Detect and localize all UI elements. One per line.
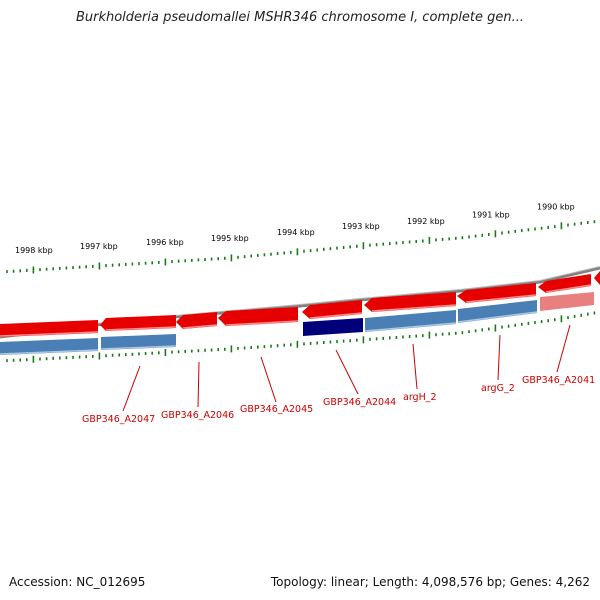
scale-label: 1990 kbp — [537, 203, 575, 212]
scale-ticks-inner — [6, 311, 596, 363]
gene-label-a2047[interactable]: GBP346_A2047 — [82, 414, 155, 425]
gene-reverse-pseudo[interactable] — [540, 292, 594, 311]
gene-labels: GBP346_A2047 GBP346_A2046 GBP346_A2045 G… — [82, 375, 595, 425]
gene-forward-a2046[interactable] — [100, 315, 176, 331]
gene-label-argg-2[interactable]: argG_2 — [481, 383, 515, 394]
reverse-genes-shading — [0, 311, 538, 355]
scale-labels: 1998 kbp 1997 kbp 1996 kbp 1995 kbp 1994 kbp… — [15, 203, 575, 255]
scale-label: 1997 kbp — [80, 242, 118, 251]
forward-strand-genes — [0, 271, 600, 337]
reverse-strand-genes — [0, 292, 594, 355]
gene-reverse-3[interactable] — [365, 310, 456, 332]
scale-label: 1994 kbp — [277, 228, 315, 237]
gene-forward-a2044[interactable] — [218, 307, 298, 326]
gene-forward-a2041[interactable] — [457, 283, 536, 303]
gene-label-a2046[interactable]: GBP346_A2046 — [161, 410, 234, 421]
gene-reverse-highlight[interactable] — [303, 318, 363, 336]
scale-label: 1992 kbp — [407, 217, 445, 226]
scale-label: 1998 kbp — [15, 246, 53, 255]
gene-reverse-4[interactable] — [458, 300, 537, 323]
forward-genes-shading — [0, 284, 592, 337]
scale-label: 1991 kbp — [472, 210, 510, 219]
accession-text: Accession: NC_012695 — [9, 575, 146, 589]
scale-ticks-outer — [6, 220, 596, 274]
gene-forward-a2040[interactable] — [538, 274, 591, 293]
genome-title: Burkholderia pseudomallei MSHR346 chromo… — [75, 10, 525, 25]
scale-label: 1996 kbp — [146, 238, 184, 247]
gene-label-a2041[interactable]: GBP346_A2041 — [522, 375, 595, 386]
scale-label: 1995 kbp — [211, 234, 249, 243]
gene-label-a2044[interactable]: GBP346_A2044 — [323, 397, 396, 408]
gene-label-leaders — [122, 324, 571, 412]
topology-summary-text: Topology: linear; Length: 4,098,576 bp; … — [270, 575, 590, 589]
scale-label: 1993 kbp — [342, 222, 380, 231]
gene-label-argh-2[interactable]: argH_2 — [403, 392, 437, 403]
gene-forward-a2045[interactable] — [176, 312, 217, 329]
gene-label-a2045[interactable]: GBP346_A2045 — [240, 404, 313, 415]
gene-forward-edge[interactable] — [594, 271, 600, 285]
